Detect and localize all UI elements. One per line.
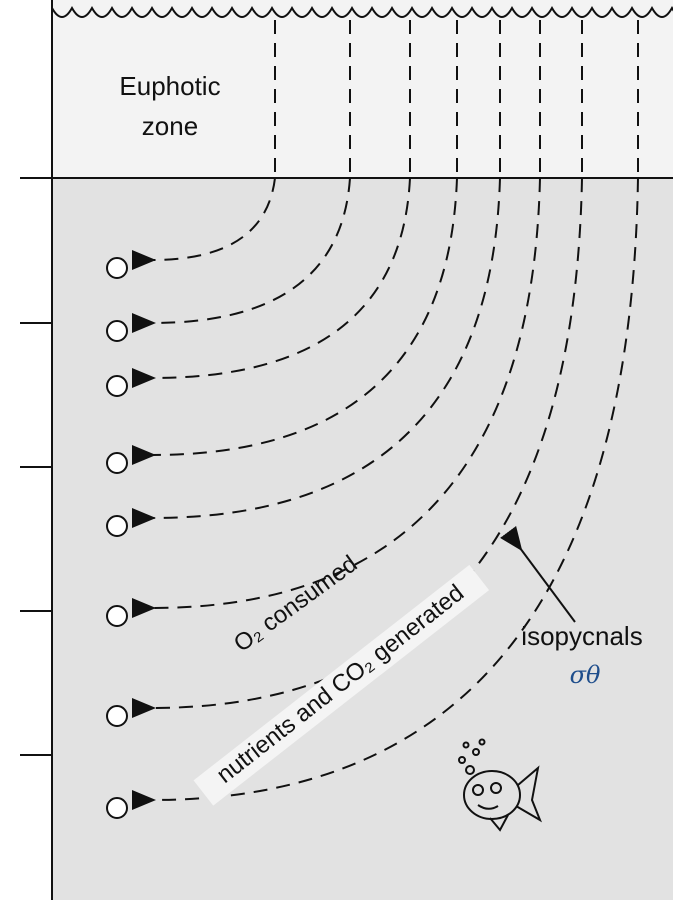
sample-point	[107, 258, 127, 278]
sample-point	[107, 321, 127, 341]
sample-point	[107, 706, 127, 726]
isopycnal-label: isopycnals	[521, 621, 642, 651]
sample-point	[107, 453, 127, 473]
sample-point	[107, 606, 127, 626]
deep-zone-bg	[52, 178, 673, 900]
sample-point	[107, 798, 127, 818]
zone-label: zone	[142, 111, 198, 141]
zone-label: Euphotic	[119, 71, 220, 101]
sample-point	[107, 516, 127, 536]
diagram: Euphotic zone O₂ consumed nutrients and …	[0, 0, 673, 900]
sigma-theta: σθ	[570, 661, 601, 689]
sample-point	[107, 376, 127, 396]
depth-ticks	[20, 323, 52, 755]
